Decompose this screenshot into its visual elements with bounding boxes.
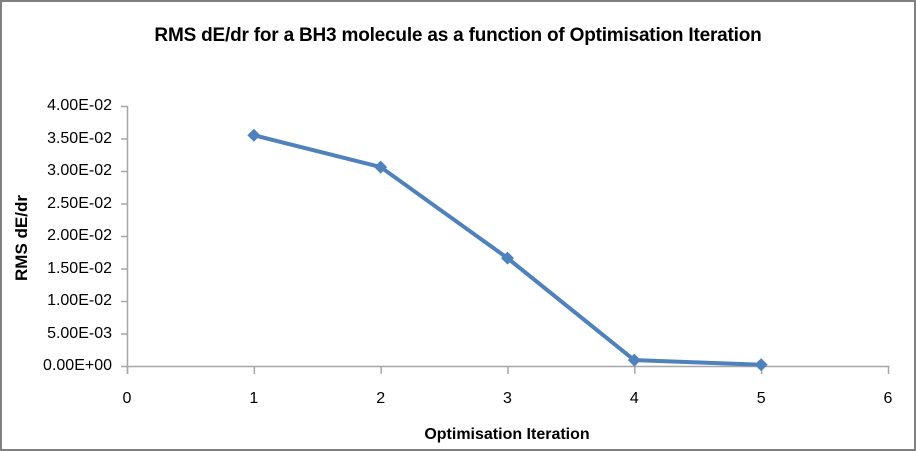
x-tick-label: 2 (376, 390, 386, 407)
y-tick-label: 1.50E-02 (47, 259, 112, 277)
y-tick-label: 1.00E-02 (47, 292, 112, 309)
x-axis-title: Optimisation Iteration (424, 426, 590, 443)
x-tick-label: 0 (122, 390, 132, 407)
y-tick-label: 4.00E-02 (47, 97, 112, 114)
y-tick-label: 3.00E-02 (47, 162, 112, 179)
data-point-marker (627, 353, 641, 367)
y-tick-label: 2.00E-02 (47, 227, 112, 244)
x-tick-label: 6 (883, 390, 893, 407)
x-tick-label: 1 (249, 390, 259, 407)
x-tick-label: 3 (503, 390, 512, 407)
y-tick-label: 0.00E+00 (43, 357, 112, 374)
chart-title: RMS dE/dr for a BH3 molecule as a functi… (154, 25, 762, 46)
data-point-marker (374, 160, 388, 174)
y-tick-label: 2.50E-02 (47, 194, 112, 212)
y-tick-label: 5.00E-03 (47, 324, 112, 342)
x-tick-label: 4 (629, 390, 639, 407)
x-tick-label: 5 (756, 390, 766, 407)
data-point-marker (501, 251, 514, 265)
series-line (251, 133, 764, 367)
y-tick-label: 3.50E-02 (47, 129, 112, 147)
data-point-marker (754, 358, 768, 372)
data-point-marker (247, 128, 261, 142)
